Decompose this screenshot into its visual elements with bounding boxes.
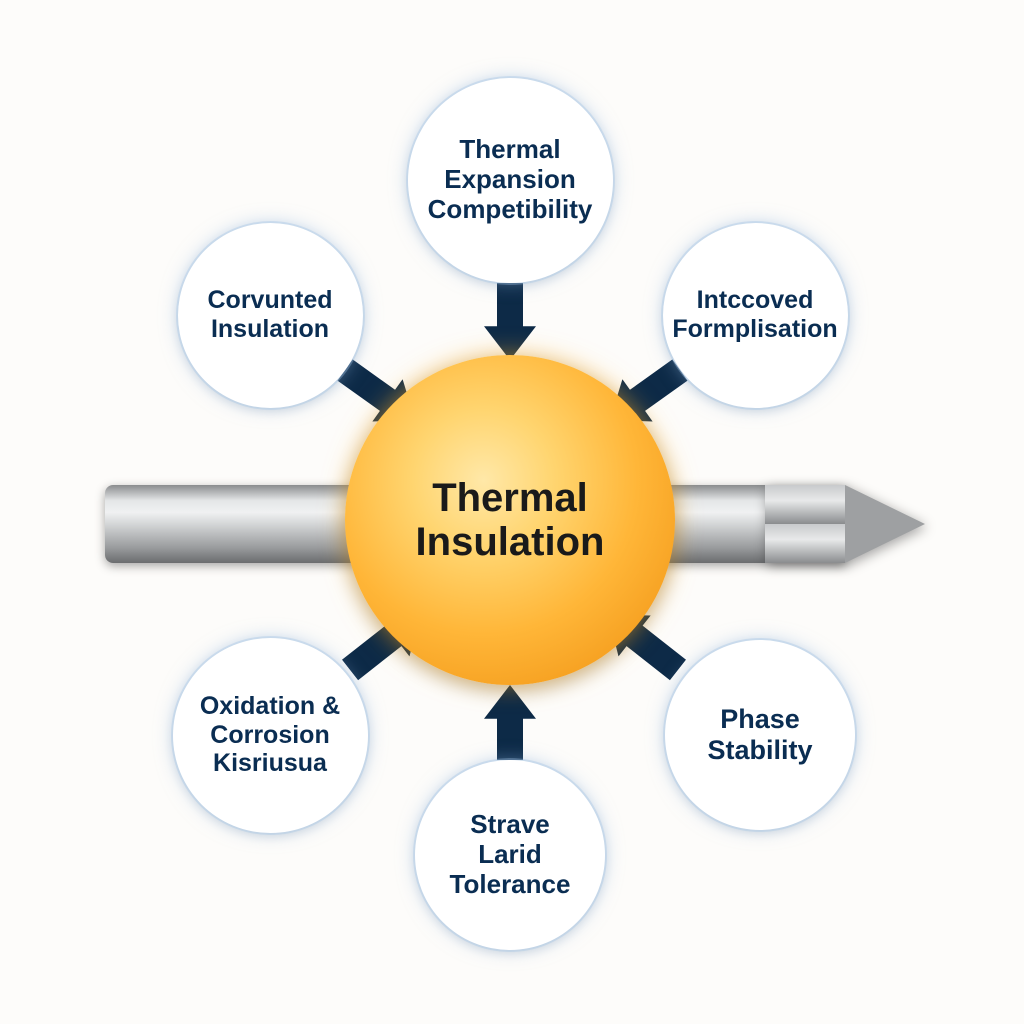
satellite-label-top-right: IntccovedFormplisation — [662, 276, 847, 354]
center-node: ThermalInsulation — [345, 355, 675, 685]
satellite-label-top-left: CorvuntedInsulation — [198, 276, 343, 354]
arrow-bottom — [510, 685, 536, 760]
satellite-top-right: IntccovedFormplisation — [663, 223, 848, 408]
satellite-bottom-right: PhaseStability — [665, 640, 855, 830]
satellite-label-bottom-left: Oxidation &CorrosionKisriusua — [190, 682, 350, 788]
thermal-insulation-diagram: ThermalInsulation ThermalExpansionCompet… — [0, 0, 1024, 1024]
satellite-label-top: ThermalExpansionCompetibility — [418, 125, 603, 235]
satellite-bottom: StraveLaridTolerance — [415, 760, 605, 950]
satellite-label-bottom: StraveLaridTolerance — [440, 800, 581, 910]
satellite-top-left: CorvuntedInsulation — [178, 223, 363, 408]
arrow-top — [484, 283, 510, 360]
satellite-label-bottom-right: PhaseStability — [697, 694, 822, 776]
satellite-bottom-left: Oxidation &CorrosionKisriusua — [173, 638, 368, 833]
center-label: ThermalInsulation — [416, 476, 605, 564]
rod-tip — [845, 485, 925, 563]
satellite-top: ThermalExpansionCompetibility — [408, 78, 613, 283]
